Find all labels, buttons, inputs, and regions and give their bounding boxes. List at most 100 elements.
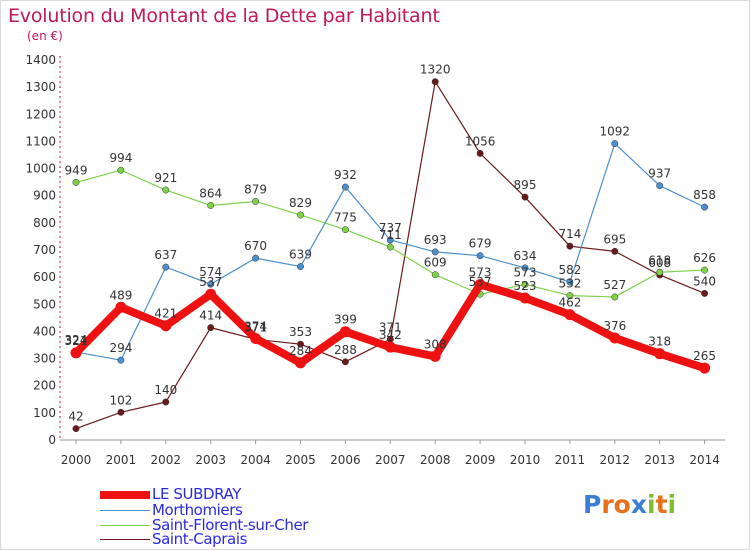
logo-letter: r	[601, 490, 614, 519]
data-label: 994	[109, 151, 132, 165]
chart-title: Evolution du Montant de la Dette par Hab…	[8, 5, 440, 27]
y-tick-label: 300	[33, 352, 56, 366]
data-point	[160, 320, 172, 332]
data-point	[519, 292, 531, 304]
logo-letter: P	[583, 490, 602, 519]
data-label: 573	[469, 265, 492, 279]
legend-swatch	[100, 539, 150, 540]
data-label: 608	[648, 256, 671, 270]
data-point	[72, 425, 80, 433]
data-label: 324	[65, 333, 88, 347]
data-label: 679	[469, 237, 492, 251]
data-label: 284	[289, 344, 312, 358]
data-point	[476, 252, 484, 260]
data-point	[654, 348, 666, 360]
x-tick-label: 2003	[195, 453, 226, 467]
data-label: 374	[244, 319, 267, 333]
data-point	[341, 226, 349, 234]
data-label: 540	[693, 274, 716, 288]
data-point	[117, 356, 125, 364]
x-tick-label: 2012	[600, 453, 631, 467]
data-label: 626	[693, 251, 716, 265]
data-label: 371	[244, 320, 267, 334]
y-tick-label: 1000	[25, 162, 56, 176]
data-label: 695	[603, 232, 626, 246]
data-point	[701, 266, 709, 274]
data-label: 1092	[600, 125, 631, 139]
data-label: 864	[199, 186, 222, 200]
data-label: 574	[199, 265, 222, 279]
data-point	[341, 358, 349, 366]
data-point	[386, 236, 394, 244]
data-label: 937	[648, 167, 671, 181]
data-label: 294	[109, 341, 132, 355]
data-point	[339, 326, 351, 338]
data-point	[162, 398, 170, 406]
data-label: 140	[154, 383, 177, 397]
data-label: 932	[334, 168, 357, 182]
data-label: 421	[154, 307, 177, 321]
data-point	[384, 341, 396, 353]
data-label: 102	[109, 393, 132, 407]
data-point	[431, 248, 439, 256]
y-tick-label: 100	[33, 406, 56, 420]
y-tick-label: 1300	[25, 80, 56, 94]
data-label: 1056	[465, 134, 496, 148]
y-tick-label: 0	[48, 433, 56, 447]
data-point	[701, 203, 709, 211]
data-point	[564, 309, 576, 321]
x-tick-label: 2004	[240, 453, 271, 467]
data-point	[566, 278, 574, 286]
data-label: 321	[65, 334, 88, 348]
data-point	[115, 301, 127, 313]
y-tick-label: 1400	[25, 53, 56, 67]
data-label: 949	[65, 163, 88, 177]
data-point	[297, 263, 304, 271]
legend-swatch	[100, 525, 150, 526]
data-point	[162, 186, 170, 194]
data-label: 1320	[420, 63, 451, 77]
data-label: 523	[514, 279, 537, 293]
x-tick-label: 2010	[510, 453, 541, 467]
x-tick-label: 2006	[330, 453, 361, 467]
data-label: 921	[154, 171, 177, 185]
data-point	[207, 280, 215, 288]
data-point	[609, 332, 621, 344]
logo-letter: t	[655, 490, 668, 519]
data-label: 895	[514, 178, 537, 192]
data-point	[701, 289, 709, 297]
data-label: 265	[693, 349, 716, 363]
data-point	[205, 288, 217, 300]
chart-subtitle: (en €)	[27, 29, 63, 43]
data-point	[252, 197, 260, 205]
data-point	[72, 178, 80, 186]
data-label: 399	[334, 313, 357, 327]
data-label: 634	[514, 249, 537, 263]
x-tick-label: 2013	[644, 453, 675, 467]
data-label: 693	[424, 233, 447, 247]
x-tick-label: 2000	[61, 453, 92, 467]
data-label: 318	[648, 335, 671, 349]
data-label: 42	[68, 410, 83, 424]
data-point	[611, 293, 619, 301]
data-point	[656, 182, 664, 190]
legend-swatch	[100, 491, 150, 499]
data-label: 639	[289, 248, 312, 262]
data-point	[162, 263, 170, 271]
data-label: 532	[558, 277, 581, 291]
data-point	[117, 166, 125, 174]
data-point	[699, 362, 711, 374]
data-point	[117, 408, 125, 416]
y-tick-label: 800	[33, 216, 56, 230]
x-tick-label: 2008	[420, 453, 451, 467]
data-label: 670	[244, 239, 267, 253]
y-tick-label: 1200	[25, 107, 56, 121]
data-label: 342	[379, 328, 402, 342]
data-point	[297, 340, 304, 348]
logo-letter: x	[630, 490, 647, 519]
logo-letter: i	[667, 490, 677, 519]
x-tick-label: 2002	[151, 453, 182, 467]
data-label: 858	[693, 188, 716, 202]
data-point	[297, 211, 304, 219]
